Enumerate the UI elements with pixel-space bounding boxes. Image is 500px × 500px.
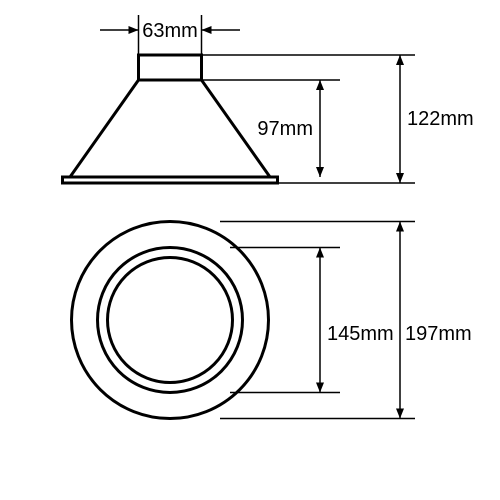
plan-view: [72, 222, 269, 419]
dim-outer-diameter: 197mm: [220, 222, 472, 419]
dim-cone-height-label: 97mm: [257, 118, 313, 140]
dim-top-width: 63mm: [100, 15, 240, 55]
side-elevation: [63, 55, 278, 183]
dim-total-height: 122mm: [202, 55, 474, 183]
dim-cone-height: 97mm: [202, 80, 341, 177]
dim-top-width-label: 63mm: [142, 20, 198, 42]
dim-inner-dia-label: 145mm: [327, 323, 394, 345]
dim-outer-dia-label: 197mm: [405, 323, 472, 345]
dim-total-height-label: 122mm: [407, 108, 474, 130]
dimension-drawing: 63mm 97mm 122mm 145mm 19: [0, 0, 500, 500]
